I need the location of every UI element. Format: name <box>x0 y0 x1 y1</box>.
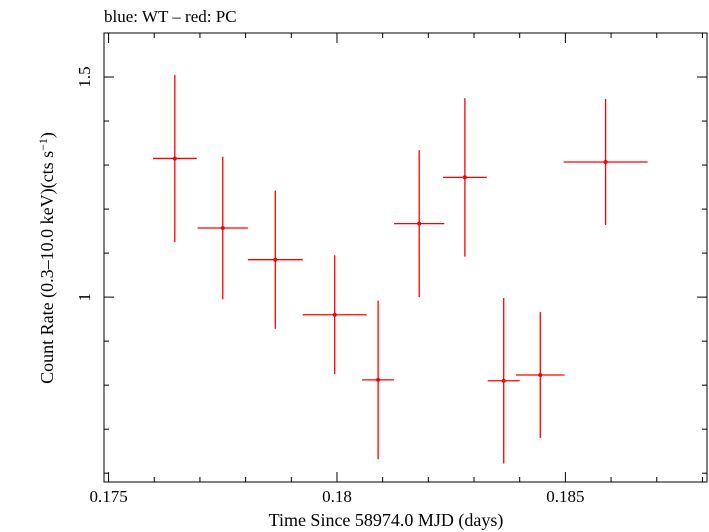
x-tick-label: 0.18 <box>322 487 352 506</box>
x-axis-label: Time Since 58974.0 MJD (days) <box>269 510 504 531</box>
point-marker <box>538 373 543 378</box>
data-point <box>362 300 395 460</box>
data-point <box>394 150 445 298</box>
y-axis-label-superscript: −1 <box>36 138 50 151</box>
point-marker <box>417 221 422 226</box>
point-marker <box>172 156 177 161</box>
point-marker <box>376 377 381 382</box>
axis-ticks <box>104 32 707 482</box>
point-marker <box>273 257 278 262</box>
point-marker <box>332 312 337 317</box>
plot-frame <box>103 32 708 483</box>
data-point <box>487 297 520 464</box>
y-axis-label-end: ) <box>37 132 58 138</box>
point-marker <box>501 378 506 383</box>
data-point <box>442 98 487 257</box>
data-point <box>197 156 248 300</box>
axis-tick-labels: 0.175 0.18 0.185 1 1.5 <box>75 66 585 506</box>
point-marker <box>220 226 225 231</box>
y-tick-label: 1.5 <box>75 66 94 87</box>
data-points <box>152 74 648 464</box>
data-point <box>516 312 565 438</box>
data-point <box>302 255 367 375</box>
point-marker <box>462 175 467 180</box>
data-point <box>152 74 197 243</box>
point-marker <box>603 159 608 164</box>
y-tick-label: 1 <box>75 293 94 302</box>
data-point <box>247 190 303 329</box>
data-point <box>563 99 648 225</box>
x-tick-label: 0.175 <box>89 487 127 506</box>
y-axis-label-main: Count Rate (0.3–10.0 keV)(cts s <box>37 151 58 384</box>
chart-title: blue: WT – red: PC <box>104 7 237 26</box>
x-tick-label: 0.185 <box>546 487 584 506</box>
y-axis-label: Count Rate (0.3–10.0 keV)(cts s−1) <box>36 132 58 384</box>
